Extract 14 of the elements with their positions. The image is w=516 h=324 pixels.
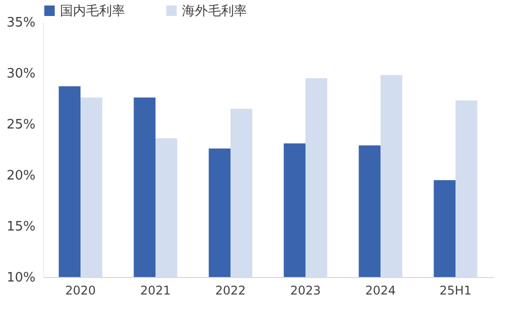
legend-label: 国内毛利率 [60,2,125,19]
x-tick-label: 2023 [290,284,321,298]
y-tick-label: 35% [6,16,36,30]
y-tick-label: 15% [6,220,36,234]
x-tick-label: 2024 [365,284,396,298]
y-tick-label: 25% [6,118,36,132]
x-tick-label: 2022 [215,284,246,298]
y-tick-label: 10% [6,270,36,286]
y-tick-label: 30% [6,66,36,82]
y-tick-label: 20% [6,168,36,184]
legend-label: 海外毛利率 [182,2,247,19]
x-tick-label: 25H1 [440,284,472,298]
x-tick-label: 2020 [65,284,96,298]
x-tick-label: 2021 [140,284,171,298]
